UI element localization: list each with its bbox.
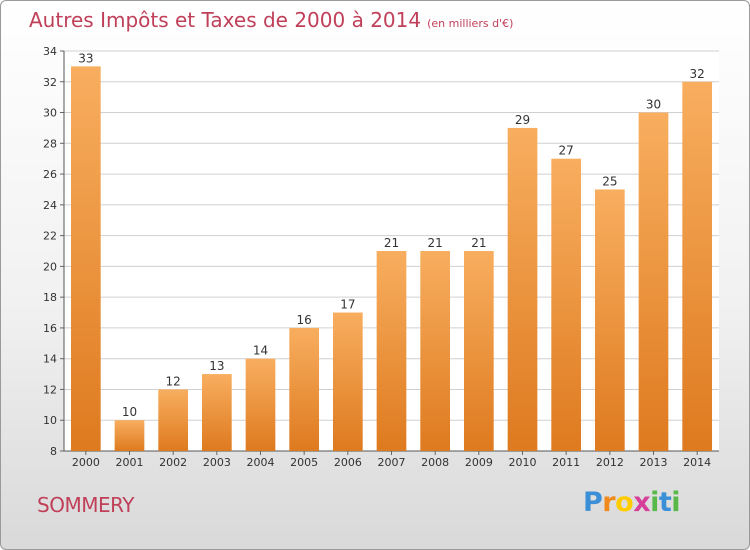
bar-value-label: 21 [384,236,399,250]
x-tick-label: 2001 [116,456,144,469]
x-tick-label: 2000 [72,456,100,469]
bar-value-label: 10 [122,405,137,419]
y-tick-label: 22 [43,230,57,243]
bar [201,374,232,451]
commune-name: SOMMERY [37,493,134,517]
bar [70,66,101,451]
y-tick-label: 12 [43,383,57,396]
bar [551,158,582,451]
bar-value-label: 16 [297,313,312,327]
y-tick-label: 8 [50,445,57,458]
logo-letter: P [583,487,603,518]
bar [594,189,625,451]
bar [376,251,407,451]
bar-value-label: 30 [646,98,661,112]
y-tick-label: 20 [43,260,57,273]
x-tick-label: 2006 [334,456,362,469]
logo-letter: i [650,487,659,518]
y-tick-label: 16 [43,322,57,335]
bar-value-label: 12 [166,374,181,388]
y-tick-label: 10 [43,414,57,427]
bar-value-label: 29 [515,113,530,127]
logo-letter: o [615,487,634,518]
y-tick-label: 30 [43,107,57,120]
bar-value-label: 32 [690,67,705,81]
bar [245,358,276,451]
bar-value-label: 25 [602,174,617,188]
bar-value-label: 14 [253,344,268,358]
bar [682,81,713,452]
bar [420,251,451,451]
y-tick-label: 24 [43,199,57,212]
bar-value-label: 33 [78,51,93,65]
x-tick-label: 2008 [421,456,449,469]
chart-title: Autres Impôts et Taxes de 2000 à 2014 (en… [29,8,513,32]
x-tick-label: 2014 [683,456,711,469]
logo-letter: x [633,487,651,518]
y-tick-label: 32 [43,76,57,89]
logo-letter: t [658,487,672,518]
bar [507,127,538,451]
bar-value-label: 17 [340,298,355,312]
bar-value-label: 21 [428,236,443,250]
x-tick-label: 2010 [509,456,537,469]
logo-letter: r [602,487,616,518]
y-tick-label: 28 [43,137,57,150]
bar [158,389,189,451]
proxiti-logo: Proxiti [583,487,681,518]
chart-unit: (en milliers d'€) [427,17,514,30]
x-tick-label: 2005 [290,456,318,469]
x-tick-label: 2002 [159,456,187,469]
x-tick-label: 2012 [596,456,624,469]
x-tick-label: 2004 [247,456,275,469]
x-tick-label: 2011 [552,456,580,469]
bar-value-label: 13 [209,359,224,373]
y-tick-label: 18 [43,291,57,304]
x-tick-label: 2009 [465,456,493,469]
bar-chart: 8 10 12 14 16 18 20 22 24 26 28 30 32 34 33 2000 10 2001 1… [43,45,719,469]
bar [114,420,145,451]
y-tick-label: 26 [43,168,57,181]
bar-value-label: 21 [471,236,486,250]
x-tick-label: 2013 [640,456,668,469]
bar-value-label: 27 [559,144,574,158]
logo-letter: i [671,487,681,518]
bar [289,327,320,451]
x-tick-label: 2003 [203,456,231,469]
x-tick-label: 2007 [378,456,406,469]
bar [332,312,363,451]
bar [638,112,669,452]
y-tick-label: 34 [43,45,57,58]
bar [463,251,494,451]
y-tick-label: 14 [43,353,57,366]
chart-title-text: Autres Impôts et Taxes de 2000 à 2014 [29,8,422,32]
